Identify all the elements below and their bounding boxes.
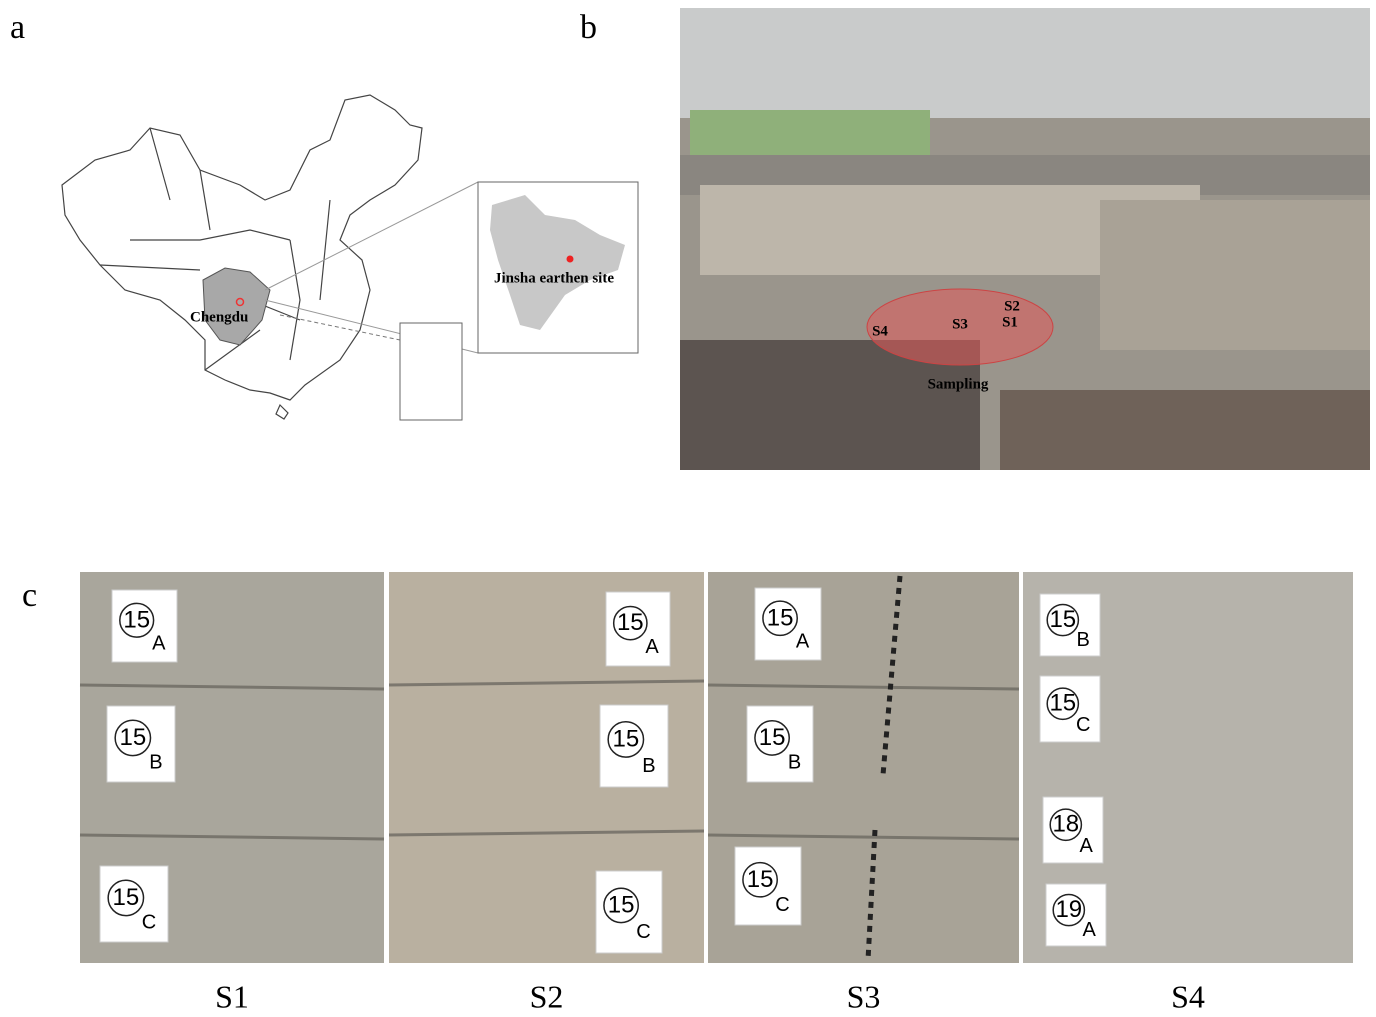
tag-number: 19 <box>1055 896 1082 923</box>
tag-number: 15 <box>1049 690 1076 717</box>
site-label: Jinsha earthen site <box>494 270 614 286</box>
map <box>62 95 422 419</box>
tag-number: 18 <box>1052 811 1079 838</box>
tag-number: 15 <box>767 604 794 631</box>
tag-letter: C <box>142 911 156 933</box>
zoom-line <box>265 182 478 290</box>
tag-letter: C <box>775 894 789 916</box>
panel-label: b <box>580 9 597 46</box>
panel-label: a <box>10 9 25 46</box>
tag-letter: C <box>1076 714 1090 736</box>
point-label: S2 <box>1004 298 1020 314</box>
panel-label: c <box>22 577 37 614</box>
tag-number: 15 <box>112 884 139 911</box>
tag-letter: B <box>1077 629 1090 651</box>
site-dot <box>567 256 574 263</box>
sample-caption: S1 <box>215 978 249 1014</box>
tag-letter: C <box>636 921 650 943</box>
point-label: S3 <box>952 316 968 332</box>
city-label: Chengdu <box>190 309 248 325</box>
page: a b c Chengdu Jinsha earthen site S2S1S3… <box>0 0 1376 1017</box>
tag-number: 15 <box>617 609 644 636</box>
sichuan <box>203 268 270 345</box>
point-label: S1 <box>1002 314 1018 330</box>
tag-letter: A <box>796 630 810 652</box>
point-label: S4 <box>872 323 888 339</box>
figure: a b c Chengdu Jinsha earthen site S2S1S3… <box>0 0 1376 1017</box>
site-photo <box>680 8 1370 470</box>
sampling-label: Sampling <box>928 376 989 392</box>
tag-number: 15 <box>1049 606 1076 633</box>
tag-number: 15 <box>747 866 774 893</box>
tag-number: 15 <box>608 892 635 919</box>
tag-letter: B <box>788 751 801 773</box>
tag-letter: A <box>645 636 659 658</box>
sample-caption: S3 <box>847 978 881 1014</box>
inset <box>400 323 462 420</box>
tag-letter: A <box>152 632 166 654</box>
tag-number: 15 <box>119 724 146 751</box>
tag-letter: A <box>1080 835 1094 857</box>
tag-number: 15 <box>759 724 786 751</box>
sample-caption: S2 <box>530 978 564 1014</box>
tag-number: 15 <box>612 726 639 753</box>
tag-letter: B <box>642 755 655 777</box>
sample-caption: S4 <box>1171 978 1205 1014</box>
tag-number: 15 <box>123 606 150 633</box>
tag-letter: A <box>1083 919 1097 941</box>
tag-letter: B <box>149 751 162 773</box>
